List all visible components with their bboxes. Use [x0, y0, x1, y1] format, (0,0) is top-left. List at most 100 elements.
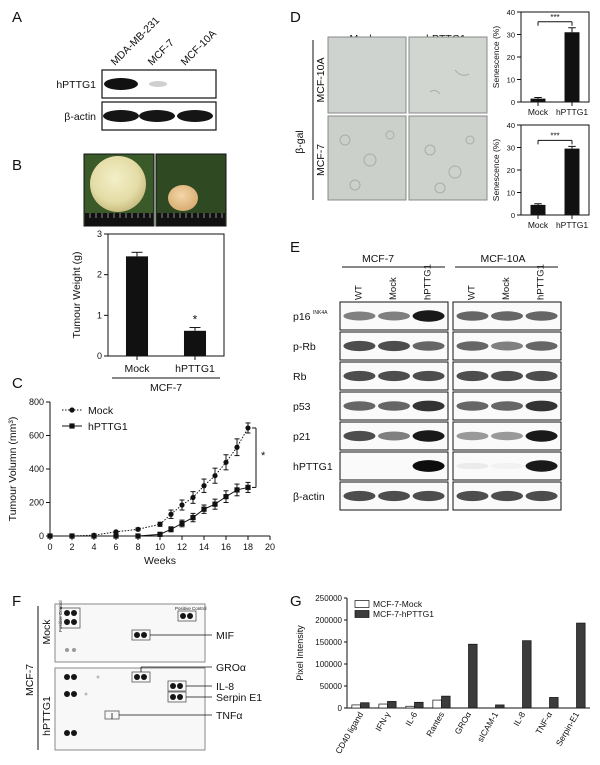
chart-d-top: 0 10 20 30 40 Mock hPTTG1 Senescence (%) *** — [491, 8, 590, 117]
y-tick-label: 200 — [29, 498, 44, 508]
blot-band — [412, 341, 445, 351]
series-line — [50, 486, 249, 537]
x-tick-label: hPTTG1 — [556, 107, 588, 117]
blot-band — [456, 311, 489, 321]
x-tick-label: 18 — [243, 542, 253, 552]
y-tick-label: 30 — [507, 144, 515, 153]
x-tick-label: 16 — [221, 542, 231, 552]
blot-row-label: β-actin — [293, 491, 325, 503]
sgal-mcf7-hpttg1 — [408, 115, 488, 201]
significance-star: * — [193, 313, 198, 327]
significance-stars: *** — [550, 13, 559, 22]
array-mock-positive-control-right: Positive Control — [175, 606, 207, 611]
x-tick-label: sICAM-1 — [475, 710, 500, 744]
y-tick-label: 400 — [29, 464, 44, 474]
data-point — [168, 511, 174, 517]
legend-label: Mock — [88, 405, 114, 417]
bar — [530, 204, 546, 215]
data-point — [157, 531, 163, 537]
panel-b: B 0 1 2 3 Mock hPTTG1 Tumour Weight (g) * MCF-7 — [12, 153, 227, 394]
data-point — [168, 526, 174, 532]
x-tick-label: GROα — [452, 710, 473, 736]
y-tick-label: 250000 — [315, 594, 342, 603]
bar — [405, 705, 415, 709]
blot-row-label: Rb — [293, 371, 307, 383]
legend-marker — [69, 423, 75, 429]
data-point — [47, 533, 53, 539]
y-tick-label: 200000 — [315, 616, 342, 625]
blot-band — [491, 311, 523, 321]
blot-row-label: p-Rb — [293, 341, 316, 353]
y-axis-title: Pixel Intensity — [295, 625, 305, 681]
blot-band — [525, 400, 558, 412]
data-point — [179, 502, 185, 508]
blot-band — [343, 311, 376, 321]
panel-a-letter: A — [12, 9, 22, 26]
x-tick-label: Mock — [528, 220, 549, 230]
panel-d: D Mock hPTTG1 β-gal MCF-10A MCF-7 0 10 20 3… — [290, 8, 590, 230]
x-tick-label: 12 — [177, 542, 187, 552]
bar — [432, 699, 442, 709]
blot-row-label: p53 — [293, 401, 311, 413]
panel-a-col-mcf7: MCF-7 — [146, 37, 177, 68]
panel-d-stain-label: β-gal — [294, 130, 306, 154]
array-mock-positive-control-left: Positive Control — [58, 600, 63, 632]
spot-label-tnfa: TNFα — [216, 710, 242, 722]
tumor-mock — [90, 156, 146, 212]
lane-label: WT — [353, 285, 364, 300]
lane-label: hPTTG1 — [423, 264, 434, 300]
x-tick-label: 14 — [199, 542, 209, 552]
lane-label: Mock — [388, 277, 399, 300]
x-tick-label: 2 — [69, 542, 74, 552]
blot-band — [343, 430, 376, 442]
lane-label: WT — [466, 285, 477, 300]
data-point — [201, 506, 207, 512]
bar — [549, 697, 559, 709]
panel-e-letter: E — [290, 239, 300, 256]
y-axis-title: Tumour Weight (g) — [71, 252, 83, 339]
panel-e-blot: p16 INK4A p-Rb Rb p53 p21 hPTTG1 β-actin — [293, 301, 562, 511]
blot-band — [456, 341, 489, 351]
blot-band — [525, 341, 558, 351]
bar — [576, 622, 586, 709]
panel-b-letter: B — [12, 157, 22, 174]
x-tick-label: hPTTG1 — [556, 220, 588, 230]
bar — [183, 330, 207, 356]
blot-band — [525, 490, 558, 502]
data-point — [223, 494, 229, 500]
panel-d-row-mcf7: MCF-7 — [315, 144, 327, 176]
y-tick-label: 0 — [97, 351, 102, 361]
blot-band — [491, 370, 523, 382]
panel-a-band-mcf7 — [149, 81, 167, 87]
bar — [387, 701, 397, 709]
data-point — [69, 533, 75, 539]
y-tick-label: 0 — [39, 531, 44, 541]
significance-star: * — [261, 450, 266, 462]
bar — [495, 704, 505, 709]
panel-e-group-mcf7: MCF-7 — [362, 253, 394, 265]
array-hpttg1 — [54, 667, 206, 751]
blot-band — [378, 490, 410, 502]
y-tick-label: 800 — [29, 397, 44, 407]
y-axis-title: Tumour Volumn (mm³) — [7, 417, 19, 522]
data-point — [190, 494, 196, 501]
blot-band — [525, 430, 558, 442]
x-tick-label: TNF-α — [533, 710, 554, 736]
blot-band — [491, 462, 523, 470]
x-tick-label: Mock — [124, 363, 150, 375]
tumor-mock-ruler-ticks — [89, 213, 151, 218]
y-tick-label: 30 — [507, 31, 515, 40]
legend-label: MCF-7-Mock — [373, 599, 423, 609]
bar — [530, 98, 546, 102]
tumor-mock-ruler — [85, 213, 153, 226]
legend-label: MCF-7-hPTTG1 — [373, 609, 434, 619]
panel-a-row-actin: β-actin — [64, 111, 96, 123]
panel-e: E MCF-7 MCF-10A WT Mock hPTTG1 WT Mock hPTTG1… — [290, 239, 562, 511]
bar — [522, 640, 532, 709]
y-tick-label: 0 — [338, 704, 343, 713]
blot-band — [525, 460, 558, 472]
bar — [125, 256, 149, 356]
y-axis-title: Senescence (%) — [491, 26, 501, 89]
bar — [378, 703, 388, 709]
